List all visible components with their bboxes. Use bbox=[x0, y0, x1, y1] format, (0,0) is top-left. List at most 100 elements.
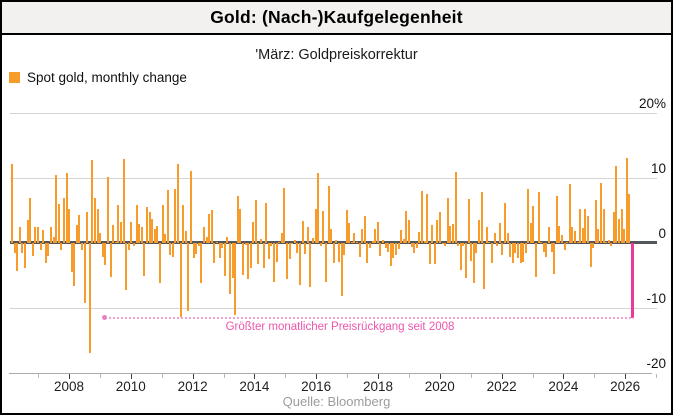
gold-monthly-bar bbox=[597, 229, 600, 243]
x-axis-label: 2024 bbox=[548, 379, 579, 394]
gold-monthly-bar bbox=[252, 222, 255, 243]
gold-monthly-bar bbox=[52, 236, 55, 243]
x-minor-tick bbox=[38, 374, 40, 378]
gold-monthly-bar bbox=[86, 212, 89, 243]
x-minor-tick bbox=[285, 374, 287, 378]
gold-monthly-bar bbox=[394, 243, 397, 256]
gold-monthly-bar bbox=[384, 243, 387, 248]
gold-monthly-bar bbox=[592, 243, 595, 248]
gold-monthly-bar bbox=[148, 211, 151, 243]
gold-monthly-bar bbox=[467, 198, 470, 243]
gold-monthly-bar bbox=[418, 231, 421, 243]
gold-monthly-bar bbox=[516, 243, 519, 258]
x-major-tick bbox=[316, 374, 318, 379]
gold-monthly-bar bbox=[586, 215, 589, 243]
gold-monthly-bar bbox=[340, 243, 343, 296]
gold-monthly-bar bbox=[446, 198, 449, 244]
gold-monthly-bar bbox=[345, 209, 348, 243]
gold-monthly-bar bbox=[174, 189, 177, 244]
gold-monthly-bar bbox=[623, 228, 626, 243]
gold-monthly-bar bbox=[218, 243, 221, 258]
x-major-tick bbox=[130, 374, 132, 379]
legend-label: Spot gold, monthly change bbox=[27, 70, 187, 85]
x-minor-tick bbox=[408, 374, 410, 378]
x-major-tick bbox=[563, 374, 565, 379]
gold-monthly-bar bbox=[423, 241, 426, 243]
gold-monthly-bar bbox=[387, 243, 390, 252]
gold-monthly-bar bbox=[304, 243, 307, 254]
gold-monthly-bar bbox=[441, 243, 444, 245]
x-axis-label: 2018 bbox=[362, 379, 394, 394]
gridline-10 bbox=[10, 178, 657, 179]
gridline-20 bbox=[10, 113, 657, 114]
gold-monthly-bar bbox=[236, 195, 239, 243]
gold-monthly-bar bbox=[213, 243, 216, 264]
gold-monthly-bar bbox=[366, 243, 369, 264]
y-axis-label: 10 bbox=[650, 161, 666, 176]
gold-monthly-bar bbox=[99, 233, 102, 244]
gold-monthly-bar bbox=[44, 243, 47, 263]
gold-monthly-bar bbox=[73, 243, 76, 286]
gold-monthly-bar bbox=[529, 222, 532, 243]
x-axis-label: 2026 bbox=[610, 379, 641, 394]
x-axis-label: 2020 bbox=[424, 379, 455, 394]
annotation-line-start-dot bbox=[102, 315, 107, 320]
gold-monthly-bar bbox=[203, 226, 205, 244]
gold-monthly-bar bbox=[449, 226, 452, 243]
title-band: Gold: (Nach-)Kaufgelegenheit bbox=[2, 2, 671, 35]
gold-monthly-bar bbox=[13, 243, 16, 254]
gold-monthly-bar bbox=[283, 188, 286, 243]
gold-monthly-bar bbox=[397, 243, 400, 249]
gold-monthly-bar bbox=[169, 243, 172, 256]
gold-monthly-bar bbox=[348, 222, 351, 243]
gold-monthly-bar bbox=[579, 209, 582, 243]
gold-monthly-bar bbox=[151, 218, 154, 243]
gold-monthly-bar bbox=[545, 243, 548, 258]
gold-monthly-bar bbox=[145, 206, 148, 243]
gold-monthly-bar bbox=[55, 175, 58, 243]
gold-monthly-bar bbox=[337, 243, 340, 262]
y-axis-label: 20% bbox=[638, 96, 666, 111]
gold-monthly-bar bbox=[107, 177, 109, 243]
gold-monthly-bar bbox=[379, 243, 382, 256]
gold-monthly-bar bbox=[509, 243, 512, 257]
gold-monthly-bar bbox=[361, 228, 364, 243]
gold-monthly-bar bbox=[94, 197, 96, 243]
gold-monthly-bar bbox=[210, 209, 213, 243]
gold-monthly-bar bbox=[436, 219, 439, 243]
legend: Spot gold, monthly change bbox=[9, 70, 187, 85]
gold-monthly-bar bbox=[496, 243, 499, 247]
y-axis-label: 0 bbox=[658, 226, 666, 241]
x-minor-tick bbox=[347, 374, 349, 378]
gold-monthly-bar bbox=[317, 172, 320, 243]
x-axis-label: 2016 bbox=[301, 379, 332, 394]
annotation-label: Größter monatlicher Preisrückgang seit 2… bbox=[225, 321, 455, 333]
gold-monthly-bar bbox=[498, 222, 501, 243]
gold-monthly-bar bbox=[215, 241, 218, 243]
gold-monthly-bar bbox=[241, 243, 244, 275]
gold-monthly-bar bbox=[192, 243, 195, 258]
gold-monthly-bar bbox=[24, 243, 26, 269]
gold-monthly-bar bbox=[553, 243, 556, 274]
gold-monthly-bar bbox=[49, 227, 52, 243]
x-minor-tick bbox=[161, 374, 163, 378]
gold-monthly-bar bbox=[101, 243, 104, 258]
gold-monthly-bar bbox=[257, 243, 260, 264]
gold-monthly-bar bbox=[205, 236, 208, 243]
gold-monthly-bar bbox=[158, 243, 161, 284]
gold-monthly-bar bbox=[280, 233, 283, 244]
x-axis-label: 2008 bbox=[53, 379, 85, 394]
legend-swatch-orange bbox=[9, 72, 20, 83]
gold-monthly-bar bbox=[615, 165, 618, 243]
gold-monthly-bar bbox=[223, 243, 226, 277]
gold-monthly-bar bbox=[270, 243, 273, 246]
gold-monthly-bar bbox=[413, 243, 416, 254]
annotation-dotted-line bbox=[105, 317, 634, 319]
gold-monthly-bar bbox=[254, 200, 257, 243]
gold-monthly-bar bbox=[120, 222, 122, 243]
gold-monthly-bar bbox=[605, 242, 608, 243]
gold-monthly-bar bbox=[514, 243, 517, 254]
gold-monthly-bar bbox=[524, 243, 527, 254]
gold-monthly-bar bbox=[454, 172, 457, 243]
